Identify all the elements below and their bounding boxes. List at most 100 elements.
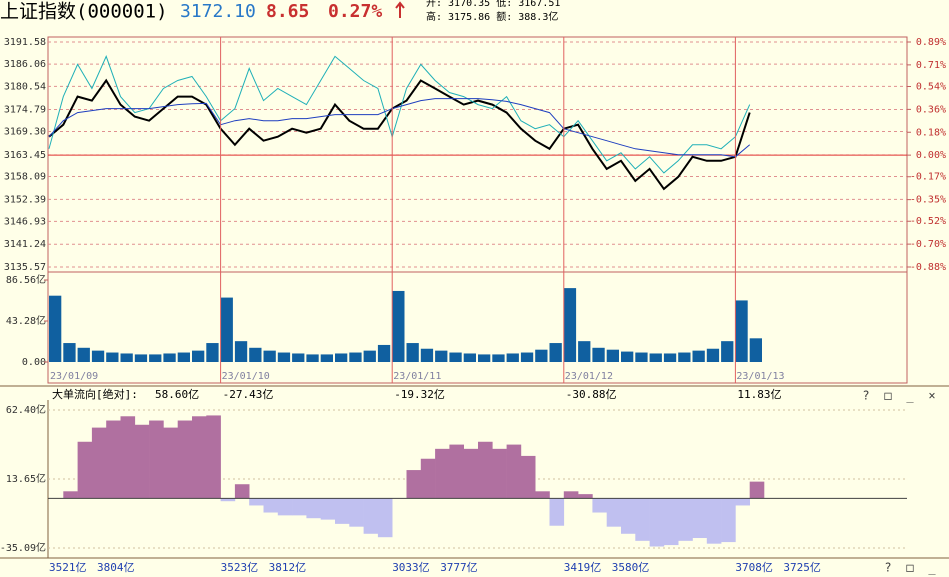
flow-bar <box>163 427 178 499</box>
day-flow-label: -19.32亿 <box>394 388 445 401</box>
flow-bar <box>206 415 221 499</box>
y-tick-label: 13.65亿 <box>6 472 46 485</box>
y-tick-label: 43.28亿 <box>6 314 46 327</box>
volume-bar <box>349 352 362 362</box>
flow-bar <box>377 498 393 538</box>
flow-bar <box>692 498 708 539</box>
volume-bar <box>277 352 291 362</box>
chart-frame <box>47 36 908 384</box>
flow-bar <box>492 448 507 499</box>
flow-bar <box>735 498 750 506</box>
volume-bar <box>335 353 348 362</box>
volume-bar <box>249 347 262 362</box>
y-tick-label: 3174.79 <box>4 104 46 115</box>
flow-bar <box>406 470 422 499</box>
x-tick-label: 23/01/10 <box>222 371 270 382</box>
footer-label: 3708亿 <box>735 561 773 574</box>
volume-bar <box>320 354 333 362</box>
volume-bar <box>520 352 534 362</box>
volume-bar <box>578 341 591 362</box>
x-tick-label: 23/01/13 <box>736 371 784 382</box>
volume-bar <box>192 350 205 362</box>
volume-bar <box>606 349 619 362</box>
volume-bar <box>621 351 634 362</box>
footer-label: 3033亿 <box>392 561 430 574</box>
volume-bar <box>721 341 734 362</box>
flow-bar <box>149 420 164 499</box>
flow-bar <box>134 424 150 499</box>
panel-icon: × <box>928 389 935 403</box>
day-flow-label: -27.43亿 <box>223 388 274 401</box>
volume-bar <box>91 350 105 362</box>
high-amount: 高: 3175.86 额: 388.3亿 <box>426 10 558 23</box>
flow-bar <box>520 455 536 499</box>
flow-bar <box>363 498 379 534</box>
flow-bar <box>663 498 679 546</box>
panel-icon: □ <box>884 389 891 403</box>
flow-bar <box>578 494 593 499</box>
flow-bar <box>220 498 236 502</box>
y2-tick-label: -0.88% <box>910 262 946 273</box>
flow-bar <box>549 498 565 526</box>
footer-label: 3777亿 <box>440 561 478 574</box>
volume-bar <box>706 348 720 362</box>
footer-label: 3725亿 <box>783 561 821 574</box>
flow-bar <box>649 498 665 547</box>
price-line <box>48 55 751 174</box>
volume-bar <box>206 343 219 362</box>
volume-bar <box>492 354 505 362</box>
volume-bar <box>406 343 419 362</box>
flow-bar <box>120 416 136 499</box>
index-price: 3172.10 <box>180 1 256 22</box>
y-tick-label: 3135.57 <box>4 262 46 273</box>
index-change: 8.65 <box>266 1 309 22</box>
flow-bar <box>349 498 364 527</box>
volume-bar <box>549 343 562 362</box>
flow-bar <box>63 491 78 499</box>
flow-bar <box>335 498 350 524</box>
footer-icon: ? <box>884 561 891 575</box>
flow-bar <box>106 420 121 499</box>
flow-bar <box>292 498 307 516</box>
volume-bar <box>134 354 148 362</box>
y-tick-label: -35.09亿 <box>0 541 46 554</box>
volume-bar <box>678 352 691 362</box>
y-tick-label: 3141.24 <box>4 239 46 250</box>
flow-bar <box>249 498 264 506</box>
volume-bar <box>234 341 248 362</box>
day-flow-label: -30.88亿 <box>566 388 617 401</box>
y-tick-label: 3186.06 <box>4 59 46 70</box>
volume-bar <box>449 352 462 362</box>
panel-icon: ? <box>862 389 869 403</box>
flow-bar <box>320 498 336 520</box>
flow-bar <box>420 458 436 499</box>
volume-bar <box>292 353 305 362</box>
flow-bar <box>177 420 193 499</box>
y-tick-label: 3191.58 <box>4 37 46 48</box>
index-name: 上证指数(000001) <box>0 1 168 23</box>
volume-bar <box>77 347 90 362</box>
day-flow-label: 58.60亿 <box>155 388 199 401</box>
y2-tick-label: -0.17% <box>910 172 946 183</box>
y2-tick-label: 0.54% <box>916 81 946 92</box>
volume-bar <box>220 297 233 362</box>
flow-bar <box>306 498 321 519</box>
footer-label: 3580亿 <box>612 561 650 574</box>
flow-bar <box>77 441 93 499</box>
flow-bar <box>277 498 293 516</box>
volume-bar <box>649 353 662 362</box>
volume-bar <box>306 354 319 362</box>
y2-tick-label: 0.89% <box>916 37 946 48</box>
y2-tick-label: 0.71% <box>916 60 946 71</box>
flow-bar <box>721 498 736 543</box>
y-tick-label: 3163.45 <box>4 150 46 161</box>
y-tick-label: 3180.54 <box>4 81 46 92</box>
volume-bar <box>49 295 62 362</box>
volume-bar <box>735 300 748 362</box>
flow-title: 大单流向[绝对]: <box>52 387 138 401</box>
flow-bar <box>749 481 765 499</box>
y2-tick-label: 0.18% <box>916 127 946 138</box>
y2-tick-label: -0.52% <box>910 216 946 227</box>
footer-label: 3419亿 <box>564 561 602 574</box>
